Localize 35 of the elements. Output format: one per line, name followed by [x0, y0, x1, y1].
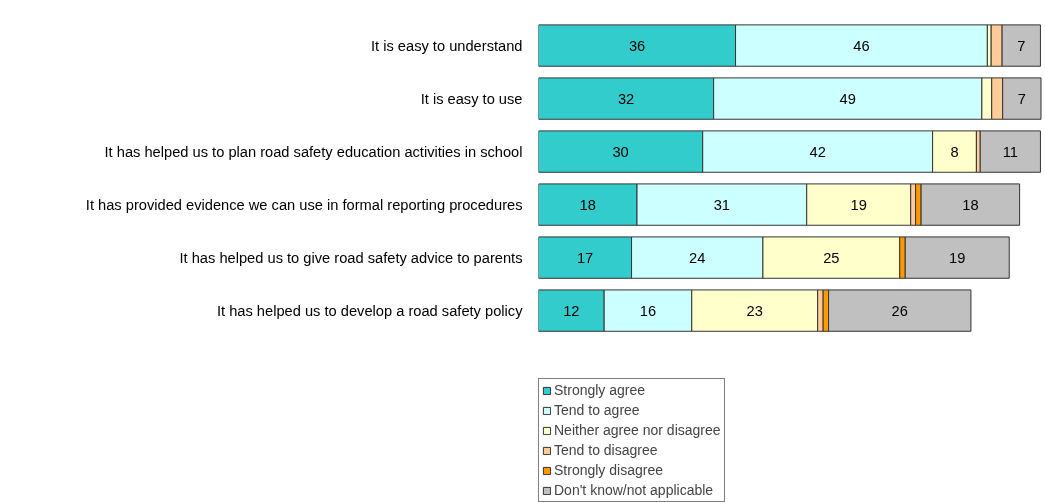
data-label: 31 — [713, 196, 731, 213]
bar — [979, 130, 1041, 173]
legend-label: Don't know/not applicable — [554, 482, 714, 498]
data-label: 36 — [628, 37, 646, 54]
data-label: 12 — [563, 302, 580, 319]
legend-label: Tend to disagree — [554, 442, 658, 458]
y-tick-label: It has helped us to develop a road safety policy — [216, 302, 524, 319]
y-tick-label: It has provided evidence we can use in formal reporting procedures — [85, 196, 523, 213]
data-label: 18 — [579, 196, 596, 213]
y-tick-label: It is easy to use — [420, 90, 523, 107]
data-label: 17 — [576, 249, 594, 266]
y-tick-label: It is easy to understand — [370, 37, 523, 54]
data-label: 11 — [1002, 143, 1018, 160]
data-label: 30 — [612, 143, 629, 160]
data-label: 23 — [746, 302, 763, 319]
data-label: 7 — [1017, 90, 1026, 107]
data-label: 7 — [1017, 37, 1026, 54]
y-tick-label: It has helped us to give road safety advice to parents — [179, 249, 523, 266]
data-label: 32 — [617, 90, 635, 107]
legend-label: Strongly agree — [554, 382, 646, 398]
data-label: 19 — [949, 249, 966, 266]
data-label: 25 — [823, 249, 840, 266]
data-label: 26 — [891, 302, 908, 319]
data-label: 24 — [689, 249, 706, 266]
data-label: 19 — [850, 196, 867, 213]
data-label: 46 — [853, 37, 870, 54]
data-label: 42 — [809, 143, 826, 160]
data-label: 49 — [839, 90, 856, 107]
legend-label: Strongly disagree — [554, 462, 663, 478]
y-tick-label: It has helped us to plan road safety education activities in school — [104, 143, 523, 160]
legend-label: Tend to agree — [554, 402, 640, 418]
data-label: 18 — [962, 196, 979, 213]
data-label: 8 — [950, 143, 959, 160]
legend-label: Neither agree nor disagree — [554, 422, 721, 438]
data-label: 16 — [639, 302, 657, 319]
